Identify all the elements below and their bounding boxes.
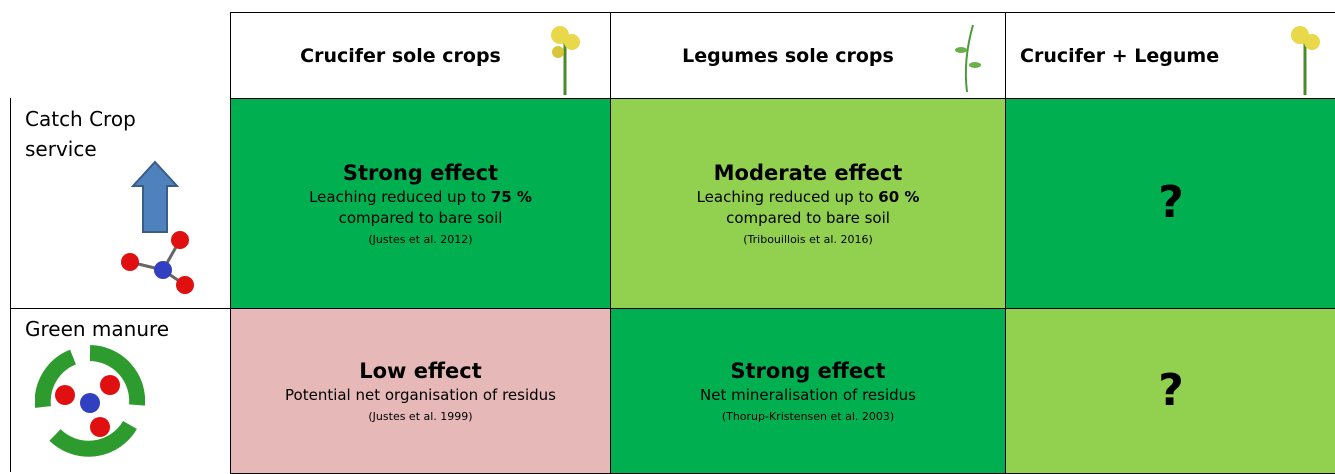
citation: (Justes et al. 1999)	[368, 410, 473, 423]
cell-text: Leaching reduced up to 75 %	[309, 187, 532, 208]
legume-icon	[955, 24, 981, 93]
mix-icon	[1291, 26, 1320, 95]
green-manure-icon	[35, 345, 145, 457]
cell: Strong effect Leaching reduced up to 75 %…	[230, 98, 611, 309]
highlight: 60 %	[878, 188, 920, 206]
row-label: Green manure	[10, 308, 231, 472]
catch-crop-icon	[121, 160, 194, 294]
column-label: Crucifer sole crops	[300, 44, 501, 67]
text: Leaching reduced up to	[696, 188, 874, 206]
cell-text: compared to bare soil	[726, 209, 890, 227]
highlight: 75 %	[490, 188, 532, 206]
cell-title: ?	[1158, 364, 1184, 416]
cell-title: Low effect	[359, 359, 482, 383]
citation: (Tribouillois et al. 2016)	[743, 233, 873, 246]
column-label: Crucifer + Legume	[1020, 44, 1220, 67]
citation: (Justes et al. 2012)	[368, 233, 473, 246]
cell: Strong effect Net mineralisation of resid…	[610, 308, 1006, 474]
citation: (Thorup-Kristensen et al. 2003)	[721, 410, 895, 423]
row-label: Catch Crop service	[10, 98, 231, 309]
row-label-text: service	[25, 137, 97, 161]
cell: ?	[1005, 98, 1335, 309]
cell-title: Strong effect	[730, 359, 886, 383]
cell-title: ?	[1158, 177, 1184, 228]
cell-text: Net mineralisation of residus	[700, 385, 916, 406]
text: Potential net organisation of residus	[285, 386, 556, 404]
row-label-text: Green manure	[25, 317, 170, 341]
text: Net mineralisation of residus	[700, 386, 916, 404]
cell-text: Potential net organisation of residus	[285, 385, 556, 406]
cell-title: Moderate effect	[713, 161, 903, 185]
column-label: Legumes sole crops	[682, 44, 894, 67]
cell-title: Strong effect	[342, 161, 499, 185]
row-label-text: Catch Crop	[25, 107, 136, 131]
cell-text: Leaching reduced up to 60 %	[697, 187, 920, 208]
cell: ?	[1005, 308, 1335, 474]
crucifer-icon	[551, 26, 580, 95]
cell-text: compared to bare soil	[338, 209, 503, 227]
cell: Moderate effect Leaching reduced up to 60…	[610, 98, 1006, 309]
text: Leaching reduced up to	[309, 188, 487, 206]
cell: Low effect Potential net organisation of …	[230, 308, 611, 474]
